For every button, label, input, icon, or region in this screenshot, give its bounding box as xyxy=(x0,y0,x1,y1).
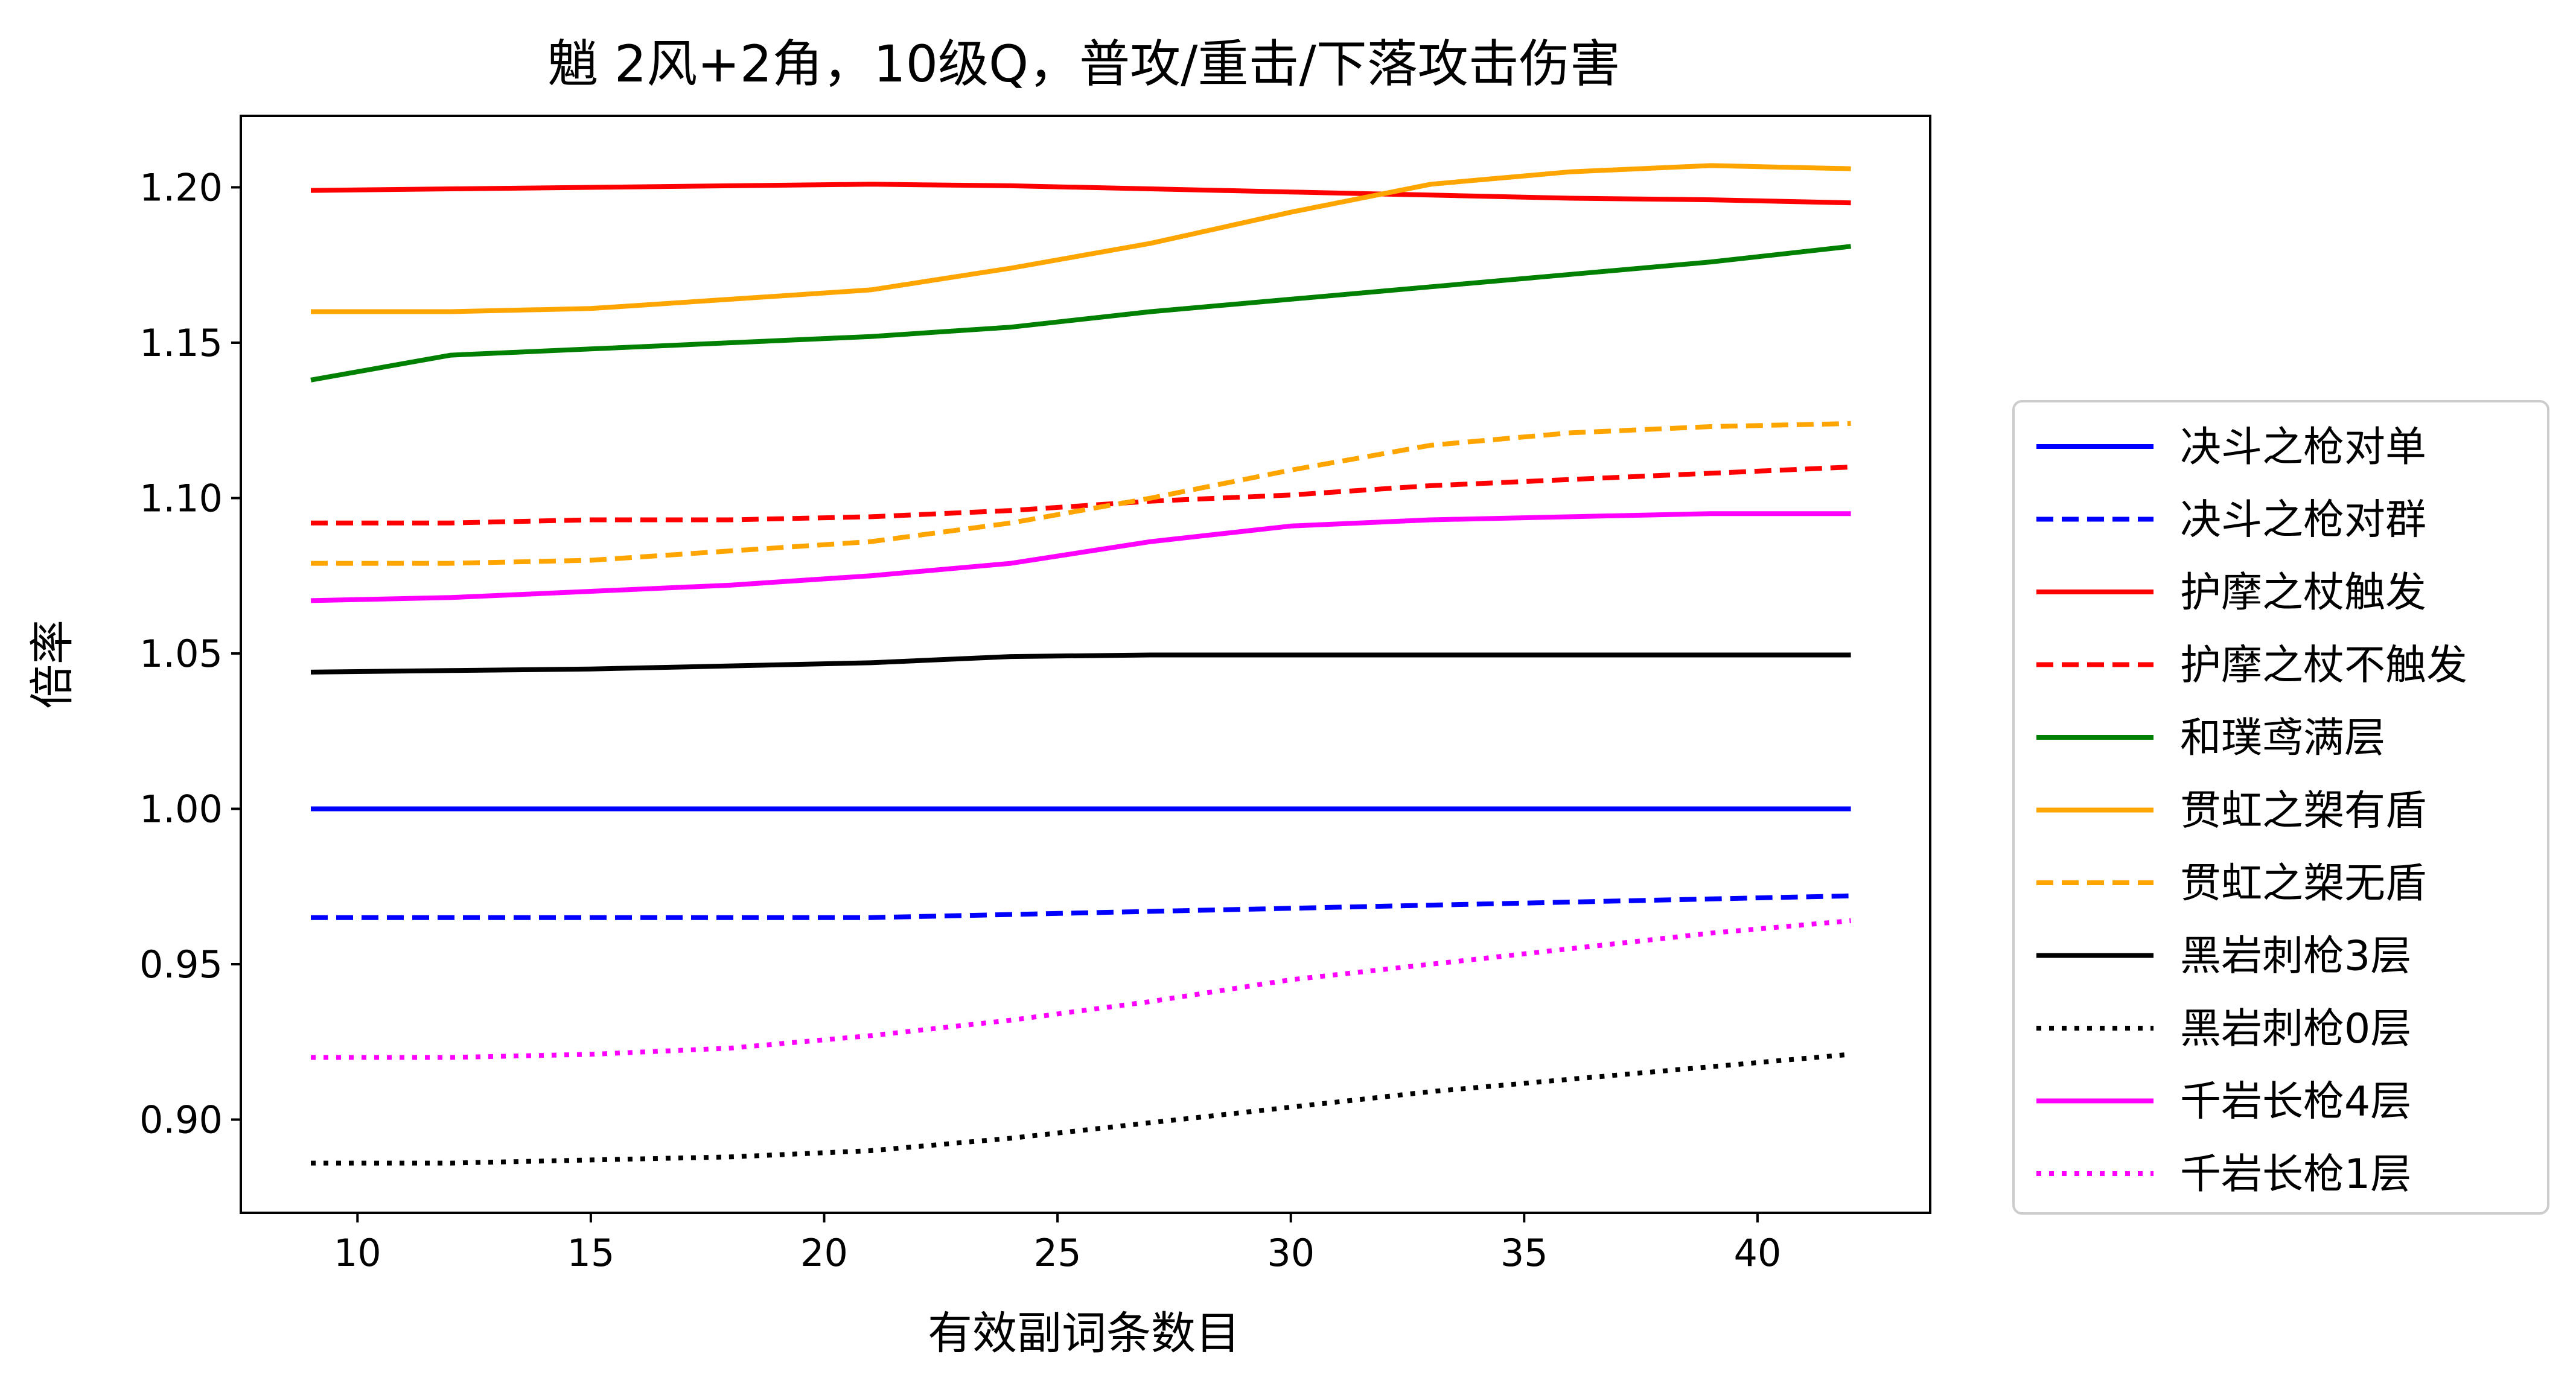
series-line-9 xyxy=(311,1052,1851,1166)
series-line-11 xyxy=(311,918,1851,1060)
legend-label: 贯虹之槊有盾 xyxy=(2180,787,2426,835)
legend-label: 千岩长枪4层 xyxy=(2180,1078,2411,1126)
y-axis-ticks: 0.90 0.95 1.00 1.05 1.10 1.15 1.20 xyxy=(139,165,241,1142)
series-line-7 xyxy=(311,421,1851,566)
y-axis-label: 倍率 xyxy=(27,620,78,709)
x-tick-label: 40 xyxy=(1733,1231,1781,1275)
series-line-3 xyxy=(310,182,1851,206)
x-axis-label: 有效副词条数目 xyxy=(928,1308,1240,1359)
legend: 决斗之枪对单决斗之枪对群护摩之杖触发护摩之杖不触发和璞鸢满层贯虹之槊有盾贯虹之槊… xyxy=(2012,400,2549,1215)
legend-label: 决斗之枪对群 xyxy=(2180,497,2426,544)
x-tick-label: 35 xyxy=(1500,1231,1548,1275)
legend-label: 决斗之枪对单 xyxy=(2180,424,2426,471)
legend-items: 决斗之枪对单决斗之枪对群护摩之杖触发护摩之杖不触发和璞鸢满层贯虹之槊有盾贯虹之槊… xyxy=(2036,424,2467,1198)
x-axis-ticks: 10 15 20 25 30 35 40 xyxy=(334,1213,1781,1275)
legend-label: 黑岩刺枪0层 xyxy=(2180,1005,2411,1053)
legend-label: 护摩之杖触发 xyxy=(2180,569,2426,617)
x-tick-label: 25 xyxy=(1034,1231,1082,1275)
legend-box xyxy=(2012,400,2549,1215)
plot-frame xyxy=(240,115,1931,1214)
x-tick-label: 30 xyxy=(1267,1231,1315,1275)
series-line-4 xyxy=(311,465,1851,526)
legend-label: 黑岩刺枪3层 xyxy=(2180,933,2411,981)
plot-area xyxy=(241,116,1930,1213)
chart-title: 魈 2风+2角，10级Q，普攻/重击/下落攻击伤害 xyxy=(547,34,1621,94)
x-tick-label: 15 xyxy=(567,1231,614,1275)
y-tick-label: 0.95 xyxy=(139,942,223,987)
legend-label: 护摩之杖不触发 xyxy=(2180,642,2467,690)
y-tick-label: 1.15 xyxy=(139,321,223,365)
series-line-6 xyxy=(311,163,1851,314)
y-tick-label: 1.20 xyxy=(139,165,223,209)
series-line-8 xyxy=(310,652,1851,675)
x-tick-label: 20 xyxy=(800,1231,848,1275)
series-line-5 xyxy=(310,244,1852,383)
legend-label: 贯虹之槊无盾 xyxy=(2180,860,2426,907)
series-line-2 xyxy=(311,893,1851,920)
legend-label: 和璞鸢满层 xyxy=(2180,714,2385,762)
y-tick-label: 1.05 xyxy=(139,632,223,676)
x-tick-label: 10 xyxy=(334,1231,381,1275)
y-tick-label: 1.00 xyxy=(139,787,223,831)
series-layer xyxy=(310,163,1852,1166)
y-tick-label: 1.10 xyxy=(139,476,223,520)
legend-label: 千岩长枪1层 xyxy=(2180,1151,2411,1198)
series-line-10 xyxy=(310,511,1851,603)
y-tick-label: 0.90 xyxy=(139,1098,223,1142)
